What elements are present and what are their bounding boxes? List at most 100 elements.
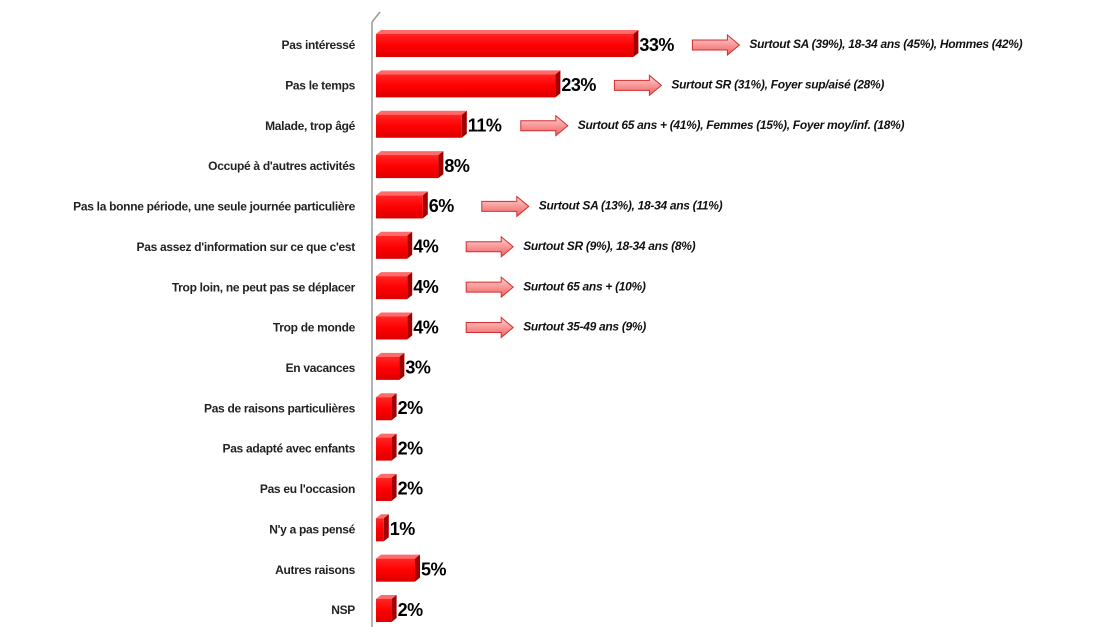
category-label: Pas eu l'occasion	[260, 482, 355, 496]
arrow	[465, 235, 514, 258]
bar-top	[376, 433, 397, 438]
value-label: 8%	[444, 156, 470, 176]
bar-side	[391, 393, 397, 421]
bar-base	[376, 155, 439, 179]
value-label: 23%	[561, 75, 596, 95]
bar	[376, 34, 634, 57]
bar-side	[461, 110, 467, 138]
bar-side	[407, 231, 413, 259]
category-label: NSP	[331, 603, 355, 617]
arrow	[691, 33, 741, 57]
bar-side	[633, 30, 639, 57]
bar-top	[376, 473, 397, 478]
bar-side	[391, 433, 397, 461]
bar	[376, 114, 462, 138]
annotation: Surtout 35-49 ans (9%)	[523, 320, 646, 334]
bar-side	[383, 514, 389, 542]
bar-base	[376, 114, 462, 138]
bar-top	[376, 231, 413, 236]
category-label: Pas la bonne période, une seule journée …	[73, 200, 355, 214]
bar-base	[376, 599, 392, 622]
value-label: 4%	[413, 277, 439, 297]
arrow	[520, 114, 569, 137]
value-label: 33%	[639, 35, 674, 55]
bar-top	[376, 554, 420, 559]
bar	[376, 437, 392, 461]
bar-top	[376, 393, 397, 398]
bar-top	[376, 272, 413, 277]
bar	[376, 356, 400, 380]
value-label: 11%	[468, 115, 502, 135]
value-label: 2%	[398, 600, 424, 620]
bar-base	[376, 195, 423, 219]
bar-side	[555, 70, 561, 98]
bar-side	[422, 191, 428, 219]
bar-side	[407, 312, 413, 340]
bar	[376, 397, 392, 421]
value-label: 4%	[413, 317, 439, 337]
category-label: Trop loin, ne peut pas se déplacer	[172, 280, 356, 294]
category-label: Pas assez d'information sur ce que c'est	[137, 240, 356, 254]
bar-base	[376, 356, 400, 380]
bar-side	[391, 473, 397, 501]
annotation: Surtout SA (13%), 18-34 ans (11%)	[539, 199, 723, 213]
annotation: Surtout SR (31%), Foyer sup/aisé (28%)	[671, 78, 884, 92]
bar-top	[376, 312, 413, 317]
bar	[376, 276, 408, 300]
bar-base	[376, 276, 408, 300]
category-label: Pas de raisons particulières	[204, 401, 356, 415]
bar-top	[376, 151, 444, 156]
bar	[376, 235, 408, 259]
category-label: N'y a pas pensé	[269, 522, 355, 536]
bar-top	[376, 191, 428, 196]
bar-top	[376, 352, 405, 357]
value-label: 4%	[413, 237, 439, 257]
bar-base	[376, 74, 556, 98]
category-label: Pas intéressé	[282, 38, 356, 52]
annotation: Surtout SA (39%), 18-34 ans (45%), Homme…	[749, 37, 1022, 51]
category-label: Malade, trop âgé	[265, 119, 356, 133]
bar-base	[376, 477, 392, 501]
bar-side	[415, 554, 420, 582]
bar-base	[376, 235, 408, 259]
bar-side	[407, 272, 413, 300]
bar	[376, 599, 392, 622]
annotation: Surtout SR (9%), 18-34 ans (8%)	[523, 239, 695, 253]
bar	[376, 558, 415, 582]
bar-top	[376, 514, 389, 519]
bar-base	[376, 316, 408, 340]
bar-base	[376, 34, 634, 57]
bar-base	[376, 437, 392, 461]
bar	[376, 316, 408, 340]
bar	[376, 518, 384, 542]
category-label: Autres raisons	[275, 563, 355, 577]
category-label: Trop de monde	[273, 321, 356, 335]
arrow	[465, 316, 514, 339]
bar-top	[376, 30, 639, 34]
bar	[376, 195, 423, 219]
bar-base	[376, 397, 392, 421]
value-label: 2%	[398, 398, 424, 418]
bar	[376, 477, 392, 501]
arrow	[465, 276, 514, 299]
bar-base	[376, 558, 415, 582]
category-label: Pas le temps	[285, 79, 355, 93]
value-label: 2%	[398, 479, 424, 499]
category-label: En vacances	[286, 361, 356, 375]
bar	[376, 155, 439, 179]
category-label: Occupé à d'autres activités	[208, 159, 355, 173]
axis-depth	[371, 11, 381, 23]
arrow	[613, 74, 663, 97]
value-label: 2%	[398, 438, 424, 458]
bar-top	[376, 110, 467, 115]
bar	[376, 74, 556, 98]
bar-side	[399, 352, 405, 380]
value-label: 6%	[429, 196, 455, 216]
bar-base	[376, 518, 384, 542]
arrow	[481, 195, 530, 218]
value-label: 3%	[405, 358, 431, 378]
value-label: 5%	[421, 559, 447, 579]
bar-top	[376, 595, 397, 599]
value-label: 1%	[390, 519, 416, 539]
